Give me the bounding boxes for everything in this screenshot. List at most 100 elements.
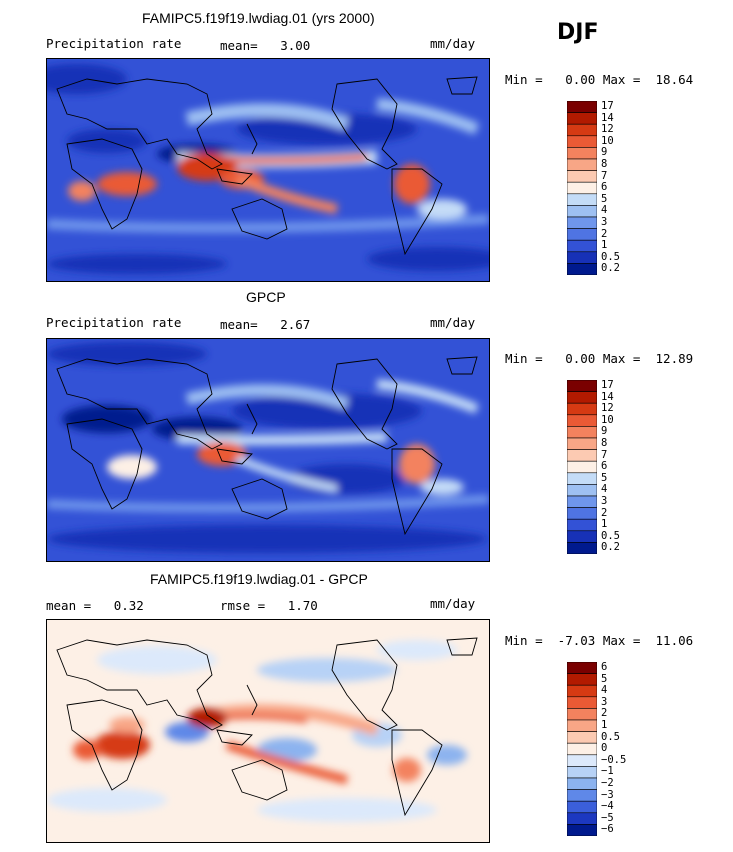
colorbar-swatch — [566, 789, 598, 802]
colorbar-swatch — [566, 684, 598, 698]
colorbar-level-label: 0.2 — [601, 262, 620, 275]
colorbar-level-label: 3 — [601, 495, 608, 507]
colorbar-level-label: 4 — [601, 483, 608, 496]
colorbar-level-label: 2 — [601, 227, 608, 240]
colorbar-swatch — [566, 147, 598, 160]
colorbar-swatch — [566, 777, 598, 790]
colorbar-level-label: 4 — [601, 684, 608, 697]
colorbar-level-label: 0.5 — [601, 250, 620, 263]
colorbar-level-label: 17 — [601, 379, 614, 391]
panel2-colorbar: 17 14 12 10 9 8 7 6 5 4 3 2 1 0.5 0.2 — [566, 379, 620, 559]
colorbar-swatch — [566, 263, 598, 276]
colorbar-swatch — [566, 228, 598, 241]
panel3-map — [46, 619, 490, 843]
panel2-mean-label: mean= 2.67 — [220, 317, 311, 332]
colorbar-swatch — [566, 824, 598, 837]
colorbar-level-label: 5 — [601, 471, 608, 484]
colorbar-level-label: 0.5 — [601, 529, 620, 542]
colorbar-level-label: 14 — [601, 390, 614, 403]
colorbar-swatch — [566, 449, 598, 462]
panel3-units-label: mm/day — [430, 596, 476, 611]
panel1-map — [46, 58, 490, 282]
panel2-map — [46, 338, 490, 562]
colorbar-swatch — [566, 530, 598, 543]
panel2-title: GPCP — [246, 289, 286, 305]
panel1-minmax-label: Min = 0.00 Max = 18.64 — [505, 72, 694, 87]
colorbar-swatch — [566, 123, 598, 137]
colorbar-swatch — [566, 507, 598, 520]
colorbar-level-label: 6 — [601, 661, 608, 673]
colorbar-level-label: 1 — [601, 518, 608, 531]
colorbar-level-label: 8 — [601, 158, 608, 170]
colorbar-level-label: −4 — [601, 800, 614, 813]
colorbar-level-label: −3 — [601, 788, 614, 801]
panel3-mean-label: mean = 0.32 — [46, 598, 144, 613]
colorbar-swatch — [566, 216, 598, 229]
colorbar-swatch — [566, 251, 598, 264]
colorbar-level-label: 5 — [601, 192, 608, 205]
colorbar-swatch — [566, 495, 598, 508]
colorbar-swatch — [566, 437, 598, 450]
colorbar-swatch — [566, 100, 598, 113]
colorbar-level-label: 1 — [601, 239, 608, 252]
colorbar-swatch — [566, 414, 598, 427]
colorbar-swatch — [566, 696, 598, 709]
panel3-rmse-label: rmse = 1.70 — [220, 598, 318, 613]
colorbar-swatch — [566, 719, 598, 732]
colorbar-level-label: 0.5 — [601, 730, 620, 743]
colorbar-swatch — [566, 766, 598, 779]
colorbar-level-label: −1 — [601, 765, 614, 778]
panel3-title: FAMIPC5.f19f19.lwdiag.01 - GPCP — [150, 571, 368, 587]
colorbar-swatch — [566, 460, 598, 474]
colorbar-level-label: 2 — [601, 707, 608, 720]
colorbar-level-label: 10 — [601, 413, 614, 426]
colorbar-swatch — [566, 754, 598, 767]
colorbar-swatch — [566, 135, 598, 148]
colorbar-level-label: 17 — [601, 100, 614, 112]
colorbar-level-label: 6 — [601, 460, 608, 473]
colorbar-level-label: 10 — [601, 134, 614, 147]
colorbar-swatch — [566, 518, 598, 532]
season-label: DJF — [557, 20, 599, 45]
colorbar-swatch — [566, 402, 598, 416]
panel2-units-label: mm/day — [430, 315, 476, 330]
colorbar-swatch — [566, 112, 598, 125]
colorbar-level-label: −0.5 — [601, 753, 627, 766]
colorbar-swatch — [566, 542, 598, 555]
panel1-precip-field — [47, 59, 489, 281]
colorbar-level-label: 2 — [601, 506, 608, 519]
colorbar-level-label: 4 — [601, 204, 608, 217]
colorbar-level-label: −6 — [601, 823, 614, 836]
colorbar-swatch — [566, 731, 598, 744]
colorbar-swatch — [566, 708, 598, 721]
colorbar-swatch — [566, 170, 598, 183]
colorbar-level-label: 7 — [601, 169, 608, 182]
colorbar-swatch — [566, 472, 598, 485]
colorbar-swatch — [566, 812, 598, 825]
colorbar-level-label: 1 — [601, 719, 608, 731]
colorbar-swatch — [566, 426, 598, 439]
panel3-difference-field — [47, 620, 489, 842]
panel3-colorbar: 6 5 4 3 2 1 0.5 0 −0.5 −1 −2 −3 −4 −5 −6 — [566, 661, 626, 841]
colorbar-level-label: 0.2 — [601, 541, 620, 554]
colorbar-level-label: 9 — [601, 425, 608, 438]
colorbar-swatch — [566, 673, 598, 686]
colorbar-swatch — [566, 800, 598, 814]
colorbar-level-label: 8 — [601, 437, 608, 449]
colorbar-swatch — [566, 239, 598, 253]
colorbar-swatch — [566, 158, 598, 171]
colorbar-swatch — [566, 484, 598, 497]
panel2-variable-label: Precipitation rate — [46, 315, 182, 330]
colorbar-level-label: 5 — [601, 672, 608, 685]
colorbar-swatch — [566, 391, 598, 404]
colorbar-level-label: 0 — [601, 742, 608, 755]
colorbar-level-label: 14 — [601, 111, 614, 124]
panel1-units-label: mm/day — [430, 36, 476, 51]
colorbar-level-label: 6 — [601, 181, 608, 194]
panel1-colorbar: 17 14 12 10 9 8 7 6 5 4 3 2 1 0.5 0.2 — [566, 100, 620, 280]
colorbar-level-label: 3 — [601, 695, 608, 708]
colorbar-level-label: 12 — [601, 402, 614, 415]
panel2-precip-field — [47, 339, 489, 561]
panel1-variable-label: Precipitation rate — [46, 36, 182, 51]
colorbar-level-label: 7 — [601, 448, 608, 461]
